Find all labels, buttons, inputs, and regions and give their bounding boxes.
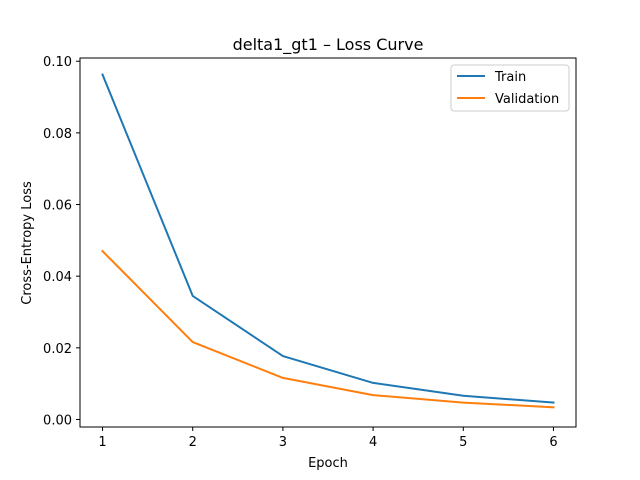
x-tick-label: 2 — [189, 435, 197, 450]
x-tick-label: 3 — [279, 435, 287, 450]
legend-label-train: Train — [494, 70, 526, 85]
y-tick-label: 0.10 — [43, 55, 72, 70]
x-tick-label: 5 — [459, 435, 467, 450]
series-line-train — [103, 75, 554, 403]
x-tick-label: 6 — [549, 435, 557, 450]
legend: Train Validation — [451, 65, 569, 111]
plot-area — [102, 74, 553, 407]
y-tick-label: 0.00 — [43, 413, 72, 428]
x-tick-label: 1 — [98, 435, 106, 450]
y-tick-label: 0.06 — [43, 199, 72, 214]
x-tick-label: 4 — [369, 435, 377, 450]
y-tick-label: 0.04 — [43, 270, 72, 285]
axes: 1 2 3 4 5 6 0.00 0.02 0.04 0.06 0.08 0.10 — [43, 55, 576, 450]
legend-label-validation: Validation — [495, 92, 559, 107]
axes-frame — [80, 58, 576, 427]
y-tick-label: 0.08 — [43, 127, 72, 142]
y-axis-label: Cross-Entropy Loss — [20, 181, 35, 305]
chart-title: delta1_gt1 – Loss Curve — [233, 35, 424, 55]
series-line-validation — [103, 251, 554, 407]
y-tick-label: 0.02 — [43, 342, 72, 357]
x-axis-label: Epoch — [308, 456, 348, 471]
